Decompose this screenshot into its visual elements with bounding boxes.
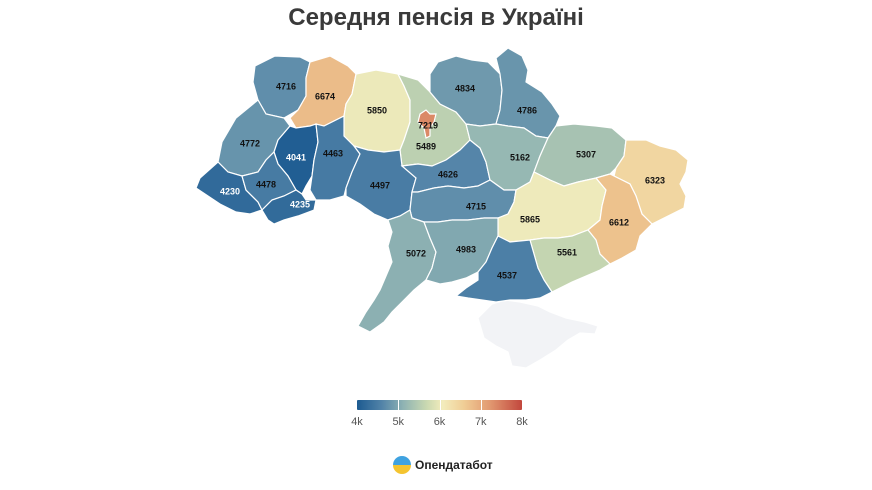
region-value-vinnytsia: 4497 [370, 180, 390, 190]
region-donetsk[interactable] [587, 173, 653, 265]
region-value-lviv: 4772 [240, 138, 260, 148]
region-sumy[interactable] [495, 47, 561, 139]
region-value-sumy: 4786 [517, 105, 537, 115]
opendatabot-logo-icon [393, 456, 411, 474]
legend-tick-label: 4k [351, 416, 363, 428]
region-value-zakarpattia: 4230 [220, 186, 240, 196]
legend-tick-line [439, 400, 441, 410]
region-kherson[interactable] [454, 235, 553, 303]
region-value-ternopil: 4041 [286, 152, 306, 162]
legend-tick-line [480, 400, 482, 410]
legend-tick-label: 6k [433, 416, 446, 428]
region-value-chernivtsi: 4235 [290, 199, 310, 209]
region-crimea [477, 299, 599, 369]
legend-gradient-bar [357, 400, 522, 410]
region-value-donetsk: 6612 [609, 217, 629, 227]
region-value-mykolaiv: 4983 [456, 244, 476, 254]
region-value-kharkiv: 5307 [576, 149, 596, 159]
region-value-volyn: 4716 [276, 81, 296, 91]
brand-name: Опендатабот [415, 458, 493, 472]
region-value-ivano-frankivsk: 4478 [256, 179, 276, 189]
region-value-poltava: 5162 [510, 152, 530, 162]
region-value-kyiv-city: 7219 [418, 120, 438, 130]
legend-tick-label: 7k [474, 416, 487, 428]
region-value-zaporizhzhia: 5561 [557, 247, 577, 257]
page-title: Середня пенсія в Україні [288, 4, 584, 31]
brand: Опендатабот [393, 456, 493, 474]
region-value-dnipro: 5865 [520, 214, 540, 224]
color-legend: 4k 5k 6k 7k 8k [351, 400, 528, 428]
region-value-chernihiv: 4834 [455, 83, 475, 93]
region-kyiv-city[interactable] [417, 109, 437, 139]
region-value-cherkasy: 4626 [438, 169, 458, 179]
legend-tick-label: 8k [516, 416, 528, 428]
region-value-kherson: 4537 [497, 270, 517, 280]
region-khmelnytskyi[interactable] [309, 115, 361, 201]
region-value-kirovohrad: 4715 [466, 201, 486, 211]
region-value-zhytomyr: 5850 [367, 105, 387, 115]
legend-tick-line [398, 400, 400, 410]
region-value-luhansk: 6323 [645, 175, 665, 185]
region-odesa[interactable] [357, 209, 437, 333]
region-value-khmelnytskyi: 4463 [323, 148, 343, 158]
region-chernivtsi[interactable] [261, 189, 317, 225]
region-value-kyiv-oblast: 5489 [416, 141, 436, 151]
region-luhansk[interactable] [613, 139, 689, 225]
region-value-rivne: 6674 [315, 91, 335, 101]
region-value-odesa: 5072 [406, 248, 426, 258]
legend-tick-label: 5k [392, 416, 405, 428]
